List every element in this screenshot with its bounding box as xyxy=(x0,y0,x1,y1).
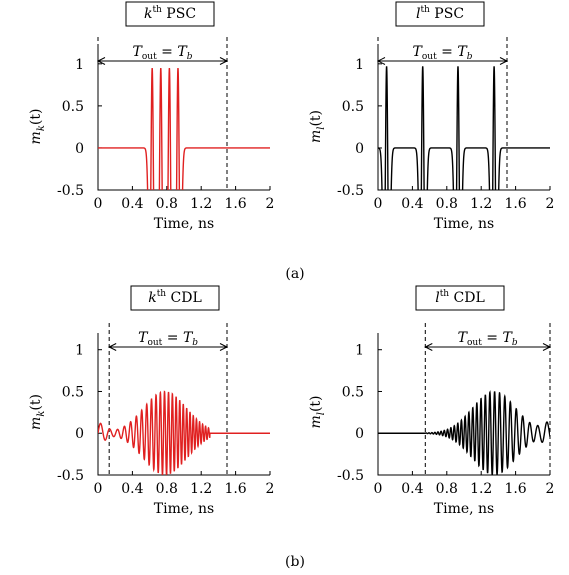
x-tick-label: 0 xyxy=(94,196,103,212)
x-tick-label: 0 xyxy=(374,196,383,212)
series-line xyxy=(378,390,550,475)
x-tick-label: 1.2 xyxy=(190,481,212,497)
y-tick-label: 1 xyxy=(75,343,84,359)
y-axis-label: mk(t) xyxy=(28,109,47,145)
series-line xyxy=(378,66,550,190)
caption-a: (a) xyxy=(285,266,304,282)
x-tick-label: 0 xyxy=(374,481,383,497)
x-axis-label: Time, ns xyxy=(154,216,214,232)
y-tick-label: -0.5 xyxy=(57,468,84,484)
x-tick-label: 2 xyxy=(266,196,275,212)
y-axis-label: ml(t) xyxy=(308,110,327,143)
y-tick-label: 0.5 xyxy=(62,384,84,400)
x-tick-label: 0.8 xyxy=(436,196,458,212)
x-tick-label: 0 xyxy=(94,481,103,497)
chart-title-box xyxy=(130,285,220,311)
tout-label: Tout = Tb xyxy=(138,330,198,348)
series-line xyxy=(98,390,270,475)
tout-arrow xyxy=(376,57,509,65)
x-tick-label: 0.4 xyxy=(401,481,423,497)
x-tick-label: 0.8 xyxy=(156,196,178,212)
y-tick-label: 0.5 xyxy=(342,384,364,400)
tout-label: Tout = Tb xyxy=(133,44,193,62)
x-tick-label: 0.4 xyxy=(121,196,143,212)
y-tick-label: -0.5 xyxy=(337,183,364,199)
chart-title-box xyxy=(395,1,485,27)
chart-title: lth CDL xyxy=(435,289,485,306)
x-tick-label: 0.8 xyxy=(156,481,178,497)
x-tick-label: 1.6 xyxy=(504,481,526,497)
tout-arrow xyxy=(108,343,229,351)
x-tick-label: 1.2 xyxy=(190,196,212,212)
caption-b: (b) xyxy=(285,554,305,570)
y-tick-label: -0.5 xyxy=(337,468,364,484)
chart-title-box xyxy=(125,1,215,27)
series-line xyxy=(98,67,270,190)
chart-title: kth CDL xyxy=(148,289,202,306)
y-axis-label: ml(t) xyxy=(308,395,327,428)
chart-bottom-right: lth CDL 0 0.4 0.8 1.2 1.6 2 -0.5 0 0.5 1 Time, ns ml… xyxy=(308,285,555,517)
x-axis-label: Time, ns xyxy=(434,501,494,517)
x-tick-label: 1.6 xyxy=(224,481,246,497)
x-tick-label: 1.2 xyxy=(470,196,492,212)
x-tick-label: 0.4 xyxy=(121,481,143,497)
chart-title: kth PSC xyxy=(144,5,196,22)
x-tick-label: 2 xyxy=(266,481,275,497)
axes xyxy=(97,47,270,191)
y-tick-label: 1 xyxy=(75,57,84,73)
chart-top-right: lth PSC 0 0.4 0.8 1.2 1.6 2 -0.5 0 0.5 1 Time, ns ml… xyxy=(308,1,555,232)
y-tick-label: 1 xyxy=(355,57,364,73)
y-tick-label: -0.5 xyxy=(57,183,84,199)
y-tick-label: 0 xyxy=(75,426,84,442)
tout-arrow xyxy=(424,343,552,351)
x-tick-label: 2 xyxy=(546,481,555,497)
y-tick-label: 0 xyxy=(75,141,84,157)
y-tick-label: 1 xyxy=(355,343,364,359)
y-tick-label: 0 xyxy=(355,426,364,442)
tout-label: Tout = Tb xyxy=(458,330,518,348)
y-tick-label: 0.5 xyxy=(342,99,364,115)
chart-title: lth PSC xyxy=(416,5,464,22)
x-axis-label: Time, ns xyxy=(434,216,494,232)
chart-bottom-left: kth CDL 0 0.4 0.8 1.2 1.6 2 -0.5 0 0.5 1 Time, ns mk… xyxy=(28,285,275,517)
tout-label: Tout = Tb xyxy=(413,44,473,62)
x-tick-label: 0.4 xyxy=(401,196,423,212)
y-tick-label: 0.5 xyxy=(62,99,84,115)
x-tick-label: 0.8 xyxy=(436,481,458,497)
x-tick-label: 1.6 xyxy=(224,196,246,212)
x-tick-label: 1.2 xyxy=(470,481,492,497)
tout-arrow xyxy=(96,57,229,65)
y-axis-label: mk(t) xyxy=(28,394,47,430)
x-axis-label: Time, ns xyxy=(154,501,214,517)
axes xyxy=(377,333,550,476)
x-tick-label: 1.6 xyxy=(504,196,526,212)
chart-top-left: kth PSC 0 0.4 0.8 1.2 1.6 2 -0.5 0 0.5 1 Time, ns mk… xyxy=(28,1,275,232)
x-tick-label: 2 xyxy=(546,196,555,212)
y-tick-label: 0 xyxy=(355,141,364,157)
chart-title-box xyxy=(415,285,505,311)
axes xyxy=(377,47,550,191)
